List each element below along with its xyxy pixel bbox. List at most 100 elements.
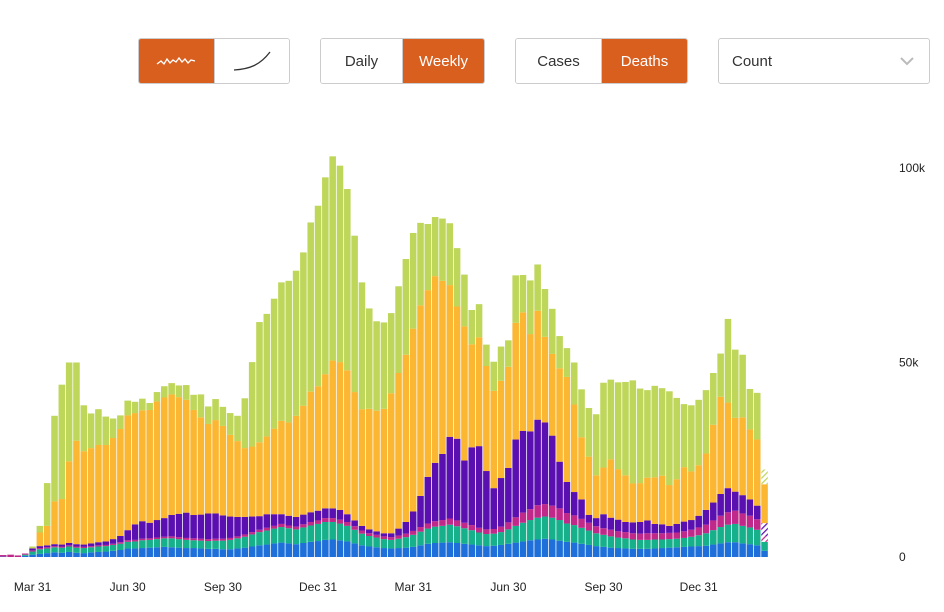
- bar-week-94-series-4[interactable]: [680, 521, 688, 532]
- bar-week-13-series-1[interactable]: [87, 552, 95, 557]
- bar-week-97-series-1[interactable]: [702, 545, 710, 557]
- bar-week-20-series-2[interactable]: [139, 540, 146, 549]
- bar-week-96-series-1[interactable]: [695, 546, 702, 557]
- bar-week-56-series-6[interactable]: [402, 259, 410, 355]
- bar-week-92-series-4[interactable]: [666, 525, 673, 533]
- bar-week-97-series-4[interactable]: [702, 509, 710, 525]
- bar-week-81-series-2[interactable]: [585, 530, 593, 545]
- bar-week-40-series-2[interactable]: [285, 528, 293, 544]
- bar-week-47-series-6[interactable]: [336, 165, 344, 363]
- bar-week-93-series-3[interactable]: [673, 532, 680, 539]
- bar-week-21-series-4[interactable]: [146, 522, 153, 539]
- bar-week-99-series-1[interactable]: [717, 543, 724, 557]
- bar-week-74-series-2[interactable]: [534, 517, 541, 540]
- bar-week-15-series-6[interactable]: [102, 416, 110, 445]
- bar-week-104-series-3[interactable]: [753, 519, 761, 530]
- bar-week-64-series-4[interactable]: [461, 460, 468, 523]
- bar-week-45-series-6[interactable]: [322, 177, 329, 375]
- bar-week-8-series-6[interactable]: [51, 415, 58, 502]
- bar-week-86-series-5[interactable]: [622, 475, 629, 522]
- bar-week-8-series-4[interactable]: [51, 544, 58, 547]
- bar-week-30-series-3[interactable]: [212, 538, 219, 541]
- bar-week-62-series-1[interactable]: [446, 542, 454, 557]
- bar-week-26-series-6[interactable]: [183, 385, 190, 400]
- bar-week-67-series-1[interactable]: [483, 546, 490, 557]
- bar-week-88-series-6[interactable]: [636, 388, 644, 484]
- bar-week-40-series-4[interactable]: [285, 515, 293, 526]
- bar-week-56-series-3[interactable]: [402, 533, 410, 538]
- bar-week-82-series-6[interactable]: [592, 414, 600, 476]
- bar-week-98-series-6[interactable]: [710, 373, 717, 425]
- bar-week-28-series-1[interactable]: [197, 548, 205, 557]
- bar-week-12-series-5[interactable]: [80, 451, 88, 545]
- bar-week-9-series-5[interactable]: [58, 499, 66, 545]
- bar-week-9-series-6[interactable]: [58, 384, 66, 500]
- bar-week-93-series-2[interactable]: [673, 538, 680, 548]
- bar-week-90-series-6[interactable]: [651, 385, 659, 478]
- bar-week-70-series-2[interactable]: [505, 529, 512, 544]
- bar-week-10-series-5[interactable]: [65, 461, 73, 543]
- bar-week-66-series-3[interactable]: [475, 527, 483, 533]
- bar-week-59-series-3[interactable]: [424, 523, 432, 529]
- bar-week-46-series-5[interactable]: [329, 360, 336, 509]
- bar-week-76-series-2[interactable]: [549, 517, 556, 540]
- bar-week-60-series-3[interactable]: [431, 521, 439, 527]
- bar-week-72-series-6[interactable]: [519, 274, 527, 313]
- bar-week-38-series-3[interactable]: [270, 525, 278, 529]
- bar-week-60-series-2[interactable]: [431, 526, 439, 543]
- deaths-button[interactable]: Deaths: [601, 39, 687, 83]
- bar-week-86-series-2[interactable]: [622, 538, 629, 549]
- bar-week-13-series-6[interactable]: [87, 413, 95, 449]
- bar-week-90-series-4[interactable]: [651, 523, 659, 534]
- bar-week-39-series-3[interactable]: [278, 523, 285, 528]
- bar-week-52-series-4[interactable]: [373, 531, 380, 535]
- bar-week-5-series-6[interactable]: [29, 546, 36, 549]
- bar-week-57-series-1[interactable]: [409, 546, 417, 557]
- bar-week-22-series-5[interactable]: [153, 401, 161, 521]
- bar-week-26-series-5[interactable]: [183, 399, 190, 513]
- bar-week-65-series-3[interactable]: [468, 525, 476, 531]
- bar-week-45-series-5[interactable]: [322, 374, 329, 509]
- bar-week-96-series-5[interactable]: [695, 465, 702, 516]
- bar-week-42-series-3[interactable]: [300, 524, 307, 528]
- bar-week-55-series-3[interactable]: [395, 535, 402, 539]
- bar-week-73-series-4[interactable]: [527, 431, 534, 510]
- bar-week-75-series-6[interactable]: [541, 288, 549, 337]
- bar-week-11-series-6[interactable]: [73, 362, 80, 441]
- bar-week-89-series-3[interactable]: [644, 533, 651, 540]
- bar-week-35-series-4[interactable]: [248, 516, 256, 533]
- bar-week-10-series-6[interactable]: [65, 362, 73, 462]
- bar-week-23-series-3[interactable]: [161, 536, 168, 539]
- bar-week-57-series-2[interactable]: [409, 534, 417, 547]
- bar-week-53-series-1[interactable]: [380, 548, 388, 557]
- bar-week-18-series-3[interactable]: [124, 540, 131, 542]
- bar-week-61-series-1[interactable]: [439, 542, 446, 557]
- bar-week-65-series-6[interactable]: [468, 309, 476, 345]
- bar-week-38-series-1[interactable]: [270, 543, 278, 557]
- bar-week-52-series-2[interactable]: [373, 537, 380, 548]
- bar-week-89-series-2[interactable]: [644, 539, 651, 549]
- bar-week-72-series-4[interactable]: [519, 430, 527, 513]
- bar-week-17-series-6[interactable]: [117, 415, 124, 430]
- bar-week-5-series-1[interactable]: [29, 554, 36, 557]
- bar-week-28-series-2[interactable]: [197, 540, 205, 549]
- bar-week-29-series-1[interactable]: [204, 548, 212, 557]
- bar-week-91-series-2[interactable]: [658, 539, 666, 549]
- bar-week-70-series-3[interactable]: [505, 522, 512, 530]
- bar-week-32-series-4[interactable]: [226, 516, 234, 538]
- bar-week-92-series-3[interactable]: [666, 532, 673, 540]
- bar-week-22-series-2[interactable]: [153, 539, 161, 548]
- bar-week-31-series-5[interactable]: [219, 425, 227, 516]
- bar-week-101-series-3[interactable]: [732, 510, 739, 524]
- bar-week-62-series-3[interactable]: [446, 518, 454, 525]
- bar-week-24-series-6[interactable]: [168, 383, 175, 395]
- bar-week-48-series-3[interactable]: [344, 521, 351, 526]
- bar-week-17-series-4[interactable]: [117, 535, 124, 543]
- bar-week-78-series-6[interactable]: [563, 348, 571, 377]
- bar-week-47-series-1[interactable]: [336, 540, 344, 557]
- bar-week-17-series-3[interactable]: [117, 542, 124, 544]
- bar-week-61-series-6[interactable]: [439, 218, 446, 281]
- bar-week-58-series-1[interactable]: [417, 545, 424, 557]
- bar-week-48-series-4[interactable]: [344, 514, 351, 522]
- bar-week-18-series-2[interactable]: [124, 541, 131, 549]
